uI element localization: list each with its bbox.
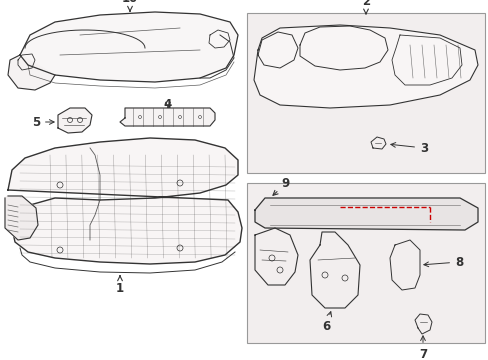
Polygon shape <box>120 108 215 126</box>
Text: 8: 8 <box>423 256 462 269</box>
Polygon shape <box>5 196 38 240</box>
Text: 1: 1 <box>116 276 124 295</box>
Polygon shape <box>253 25 477 108</box>
Text: 4: 4 <box>163 98 172 111</box>
Text: 6: 6 <box>321 312 331 333</box>
Text: 2: 2 <box>361 0 369 14</box>
Text: 3: 3 <box>390 141 427 154</box>
Polygon shape <box>254 198 477 230</box>
Text: 9: 9 <box>272 177 289 195</box>
Polygon shape <box>8 55 55 90</box>
Bar <box>246 13 484 173</box>
Text: 5: 5 <box>32 116 54 129</box>
Bar <box>246 183 484 343</box>
Text: 7: 7 <box>418 336 426 360</box>
Polygon shape <box>58 108 92 133</box>
Polygon shape <box>20 12 238 82</box>
Polygon shape <box>8 138 242 264</box>
Text: 10: 10 <box>122 0 138 11</box>
